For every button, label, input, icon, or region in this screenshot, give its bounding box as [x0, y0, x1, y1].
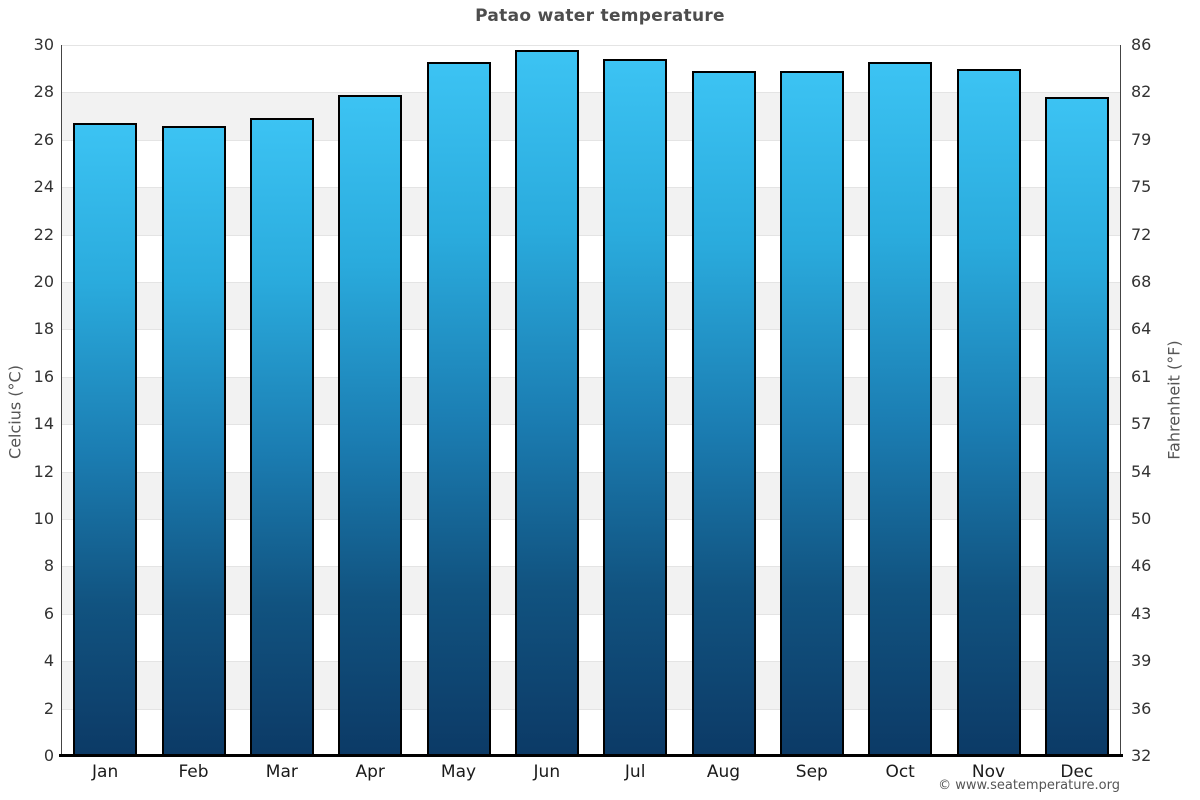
gridline [61, 234, 1121, 236]
y-tick-fahrenheit-54: 54 [1131, 461, 1152, 481]
y-axis-title-fahrenheit: Fahrenheit (°F) [1164, 340, 1184, 460]
plot-band [61, 376, 1121, 425]
x-tick-feb: Feb [178, 762, 209, 782]
y-tick-celsius-6: 6 [43, 603, 54, 623]
bar-aug [691, 71, 756, 756]
bar-jul [603, 59, 668, 756]
y-tick-fahrenheit-61: 61 [1131, 366, 1152, 386]
bar-sep [779, 71, 844, 756]
y-tick-celsius-26: 26 [33, 129, 54, 149]
x-axis-line [59, 754, 1123, 757]
x-tick-nov: Nov [971, 762, 1006, 782]
plot-band [61, 282, 1121, 330]
bar-feb [161, 125, 226, 756]
gridline [61, 139, 1121, 141]
x-tick-dec: Dec [1060, 762, 1094, 782]
y-tick-fahrenheit-86: 86 [1131, 35, 1152, 54]
y-axis-line-left [61, 45, 62, 756]
y-tick-celsius-20: 20 [33, 272, 54, 291]
x-tick-jan: Jan [92, 762, 119, 782]
y-tick-fahrenheit-68: 68 [1131, 272, 1152, 291]
y-tick-celsius-16: 16 [33, 366, 54, 386]
x-tick-aug: Aug [706, 762, 741, 782]
y-tick-fahrenheit-36: 36 [1131, 698, 1152, 718]
gridline [61, 92, 1121, 94]
gridline [61, 187, 1121, 189]
gridline [61, 282, 1121, 283]
bar-jun [514, 49, 579, 756]
y-tick-celsius-30: 30 [33, 35, 54, 54]
y-tick-fahrenheit-79: 79 [1131, 129, 1152, 149]
bar-jan [73, 123, 138, 756]
y-tick-celsius-28: 28 [33, 82, 54, 102]
y-tick-celsius-4: 4 [43, 651, 54, 671]
y-tick-fahrenheit-46: 46 [1131, 556, 1152, 576]
y-tick-celsius-18: 18 [33, 319, 54, 339]
copyright-credit: © www.seatemperature.org [938, 778, 1120, 793]
y-tick-fahrenheit-43: 43 [1131, 603, 1152, 623]
y-tick-fahrenheit-82: 82 [1131, 82, 1152, 102]
x-tick-oct: Oct [885, 762, 915, 782]
y-tick-celsius-8: 8 [43, 556, 54, 576]
gridline [61, 329, 1121, 331]
plot-band [61, 471, 1121, 519]
gridline [61, 708, 1121, 710]
y-tick-celsius-10: 10 [33, 509, 54, 528]
bar-nov [956, 68, 1021, 756]
plot-band [61, 92, 1121, 140]
chart-title: Patao water temperature [475, 6, 725, 26]
bar-may [426, 61, 491, 756]
gridline [61, 519, 1121, 520]
y-tick-fahrenheit-57: 57 [1131, 414, 1152, 434]
gridline [61, 613, 1121, 615]
plot-band [61, 661, 1121, 709]
y-tick-celsius-24: 24 [33, 177, 54, 197]
y-tick-celsius-12: 12 [33, 461, 54, 481]
x-tick-jul: Jul [624, 762, 646, 782]
y-tick-celsius-22: 22 [33, 224, 54, 244]
y-tick-fahrenheit-32: 32 [1131, 746, 1152, 765]
x-tick-apr: Apr [355, 762, 385, 782]
y-tick-fahrenheit-75: 75 [1131, 177, 1152, 197]
bar-mar [249, 118, 314, 756]
x-tick-sep: Sep [795, 762, 828, 782]
y-axis-line-right [1120, 45, 1121, 756]
gridline [61, 424, 1121, 426]
y-tick-fahrenheit-72: 72 [1131, 224, 1152, 244]
y-tick-fahrenheit-39: 39 [1131, 651, 1152, 671]
x-tick-jun: Jun [533, 762, 561, 782]
y-tick-fahrenheit-50: 50 [1131, 509, 1152, 528]
y-tick-celsius-0: 0 [43, 746, 54, 765]
bar-apr [338, 94, 403, 756]
plot-band [61, 566, 1121, 614]
x-tick-may: May [440, 762, 477, 782]
plot-band [61, 187, 1121, 235]
gridline [61, 376, 1121, 378]
y-tick-celsius-14: 14 [33, 414, 54, 434]
x-tick-mar: Mar [265, 762, 298, 782]
gridline [61, 45, 1121, 46]
bar-oct [868, 61, 933, 756]
gridline [61, 471, 1121, 473]
gridline [61, 661, 1121, 663]
gridline [61, 566, 1121, 568]
y-tick-fahrenheit-64: 64 [1131, 319, 1152, 339]
y-tick-celsius-2: 2 [43, 698, 54, 718]
bar-dec [1044, 97, 1109, 756]
